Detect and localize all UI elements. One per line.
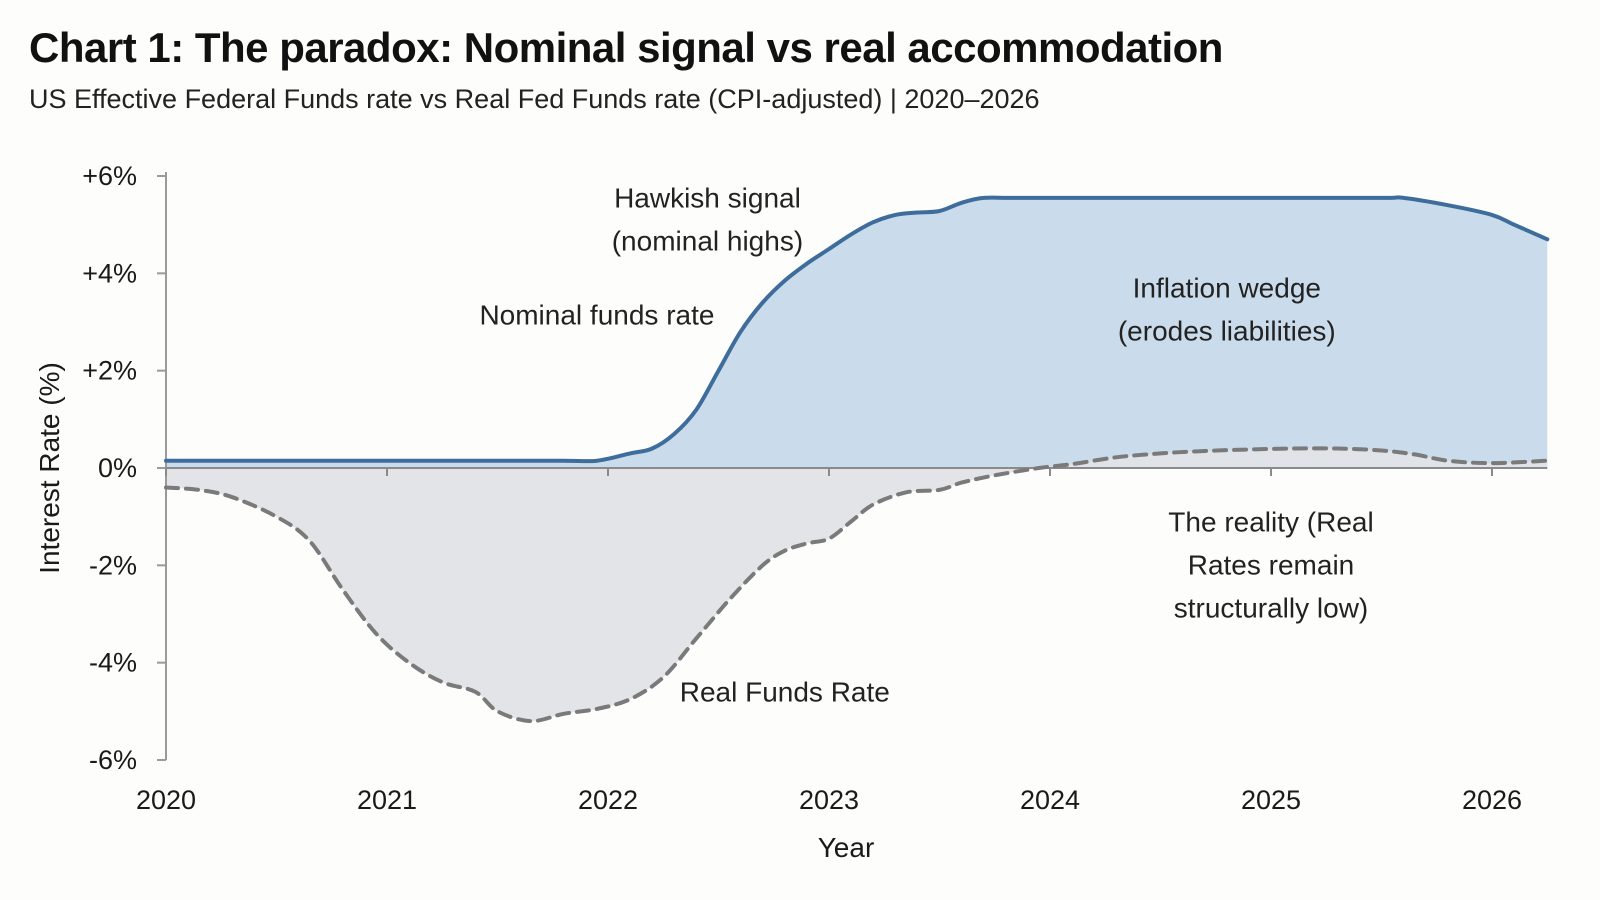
- x-tick-label: 2021: [357, 785, 417, 815]
- annotation-text: structurally low): [1174, 592, 1368, 623]
- annotation-text: Nominal funds rate: [479, 299, 714, 330]
- x-tick-label: 2025: [1241, 785, 1301, 815]
- annotation-text: Real Funds Rate: [680, 677, 890, 708]
- y-tick-label: -6%: [89, 745, 137, 775]
- x-tick-label: 2020: [136, 785, 196, 815]
- annotations: Hawkish signal (nominal highs) Nominal fun…: [479, 183, 1373, 708]
- x-tick-label: 2022: [578, 785, 638, 815]
- y-axis-label: Interest Rate (%): [34, 362, 65, 574]
- chart-subtitle: US Effective Federal Funds rate vs Real …: [29, 84, 1040, 114]
- x-tick-label: 2023: [799, 785, 859, 815]
- annotation-text: The reality (Real: [1168, 506, 1373, 537]
- real-funds-rate-area: [166, 448, 1548, 722]
- x-tick-label: 2026: [1462, 785, 1522, 815]
- area-fills: [166, 197, 1548, 722]
- x-axis-label: Year: [818, 832, 875, 863]
- annotation-text: (erodes liabilities): [1118, 316, 1336, 347]
- y-tick-label: +2%: [82, 356, 137, 386]
- chart-axes: [157, 172, 1548, 761]
- y-tick-label: +6%: [82, 161, 137, 191]
- annotation-text: Rates remain: [1188, 549, 1355, 580]
- chart-title: Chart 1: The paradox: Nominal signal vs …: [29, 24, 1223, 71]
- annotation-text: Inflation wedge: [1133, 273, 1321, 304]
- real-funds-rate-line: [164, 446, 1550, 724]
- series-lines: [164, 195, 1550, 724]
- annotation-text: Hawkish signal: [614, 183, 801, 214]
- x-tick-label: 2024: [1020, 785, 1080, 815]
- y-tick-label: -2%: [89, 550, 137, 580]
- y-tick-label: -4%: [89, 648, 137, 678]
- y-tick-label: 0%: [98, 453, 137, 483]
- annotation-text: (nominal highs): [612, 226, 803, 257]
- nominal-funds-rate-line: [164, 195, 1550, 464]
- y-tick-label: +4%: [82, 258, 137, 288]
- tick-labels: +6% +4% +2% 0% -2% -4% -6% 2020 2021 2022 2023 2024…: [82, 161, 1522, 815]
- nominal-funds-rate-area: [166, 197, 1548, 468]
